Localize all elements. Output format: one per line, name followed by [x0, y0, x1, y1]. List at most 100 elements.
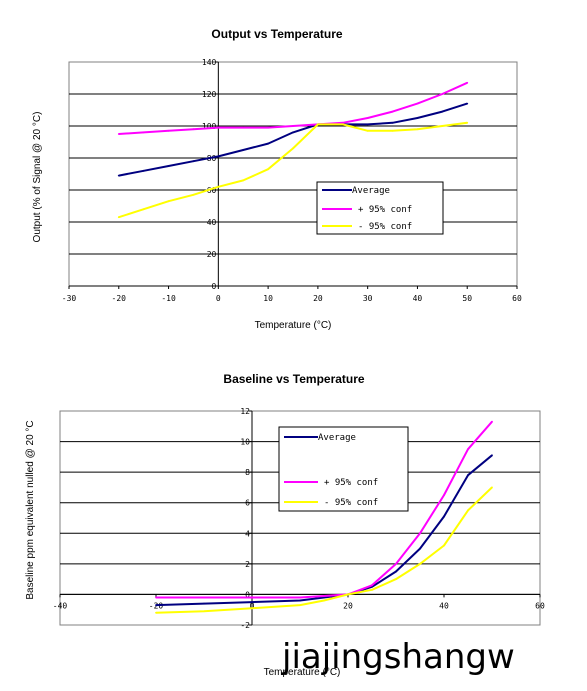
chart2-point-95-conf	[299, 604, 301, 607]
chart1-point-average	[142, 169, 145, 172]
chart-baseline-vs-temperature: Baseline vs Temperature -2024681012-40-2…	[25, 372, 545, 678]
chart2-x-tick-label: 40	[439, 601, 449, 610]
chart2-point-95-conf	[443, 494, 445, 496]
chart2-point-95-conf	[395, 562, 397, 565]
chart1-point-95-conf	[466, 121, 469, 124]
chart-output-vs-temperature: Output vs Temperature 020406080100120140…	[32, 27, 522, 331]
chart1-point-average	[217, 155, 220, 158]
chart2-legend-label-minus: - 95% conf	[324, 498, 378, 508]
chart2-y-tick-label: 6	[245, 499, 250, 508]
chart2-y-tick-label: 0	[245, 590, 250, 599]
chart2-point-average	[323, 596, 325, 599]
chart2-point-95-conf	[155, 596, 157, 599]
chart1-point-95-conf	[117, 216, 120, 219]
chart2-legend-label-average: Average	[318, 433, 356, 443]
chart2-point-95-conf	[299, 596, 301, 599]
chart1-x-tick-label: 0	[216, 294, 221, 303]
chart1-x-tick-label: -10	[161, 294, 176, 303]
chart2-point-95-conf	[203, 610, 205, 613]
chart1-legend-label-average: Average	[352, 186, 390, 196]
chart1-point-average	[167, 165, 170, 167]
chart1-point-95-conf	[192, 128, 195, 131]
chart2-point-95-conf	[419, 562, 421, 565]
chart2-point-95-conf	[467, 448, 469, 451]
chart2-legend-label-plus: + 95% conf	[324, 478, 378, 488]
chart2-point-95-conf	[347, 593, 349, 596]
chart2-y-tick-label: 8	[245, 468, 250, 477]
chart2-point-95-conf	[491, 486, 493, 489]
chart1-axes	[68, 61, 518, 289]
chart1-x-tick-label: -30	[62, 294, 77, 303]
chart2-series	[155, 420, 493, 614]
chart1-y-tick-label: 20	[207, 250, 217, 259]
chart1-y-tick-label: 100	[202, 122, 217, 131]
chart2-x-axis-label: Temperature (°C)	[264, 667, 341, 678]
chart1-x-tick-label: 20	[313, 294, 323, 303]
chart2-y-tick-label: 12	[240, 407, 250, 416]
chart1-point-average	[416, 117, 419, 119]
chart2-point-95-conf	[203, 596, 205, 599]
chart1-point-95-conf	[316, 123, 319, 126]
chart1-x-tick-label: 60	[512, 294, 522, 303]
chart1-point-95-conf	[267, 168, 270, 171]
chart2-point-95-conf	[371, 584, 373, 587]
chart2-x-tick-label: 0	[250, 601, 255, 610]
chart1-point-95-conf	[366, 129, 369, 132]
chart1-y-tick-label: 60	[207, 186, 217, 195]
chart1-point-95-conf	[391, 110, 394, 113]
chart1-point-95-conf	[192, 193, 195, 196]
chart1-point-95-conf	[416, 128, 419, 131]
chart1-x-tick-label: 10	[263, 294, 273, 303]
chart2-title: Baseline vs Temperature	[223, 372, 365, 386]
chart2-point-average	[203, 602, 205, 605]
chart1-point-95-conf	[292, 125, 294, 127]
chart2-point-95-conf	[155, 611, 157, 614]
chart1-point-95-conf	[441, 125, 444, 127]
chart2-series-line-95-conf	[155, 486, 493, 614]
chart2-point-average	[419, 547, 421, 550]
chart1-point-95-conf	[217, 126, 220, 129]
chart2-point-95-conf	[251, 607, 253, 610]
chart1-point-95-conf	[292, 147, 294, 150]
chart1-point-95-conf	[466, 81, 469, 84]
chart1-point-95-conf	[142, 131, 145, 134]
chart1-point-95-conf	[242, 126, 245, 129]
chart2-point-average	[155, 604, 157, 607]
chart1-point-average	[441, 110, 444, 113]
chart2-point-95-conf	[323, 595, 325, 597]
chart1-point-95-conf	[267, 126, 270, 129]
chart1-x-axis-label: Temperature (°C)	[255, 320, 332, 331]
chart1-point-95-conf	[341, 121, 344, 124]
chart1-x-tick-label: 50	[462, 294, 472, 303]
chart2-x-tick-label: 60	[535, 601, 545, 610]
chart1-point-95-conf	[167, 129, 170, 132]
chart1-legend-label-plus: + 95% conf	[358, 205, 412, 215]
chart1-y-axis-label: Output (% of Signal @ 20 °C)	[32, 112, 43, 243]
chart2-point-95-conf	[371, 588, 373, 591]
chart1-legend-label-minus: - 95% conf	[358, 222, 412, 232]
chart1-x-tick-label: 30	[363, 294, 373, 303]
chart2-point-95-conf	[443, 544, 445, 547]
chart2-y-tick-label: -2	[240, 621, 250, 630]
chart2-point-average	[491, 454, 493, 457]
chart1-point-average	[466, 102, 469, 105]
chart1-point-95-conf	[242, 179, 245, 182]
chart2-point-95-conf	[395, 578, 397, 581]
chart2-y-axis-label: Baseline ppm equivalent nulled @ 20 °C	[25, 420, 36, 599]
chart1-x-tick-label: 40	[413, 294, 423, 303]
chart1-point-95-conf	[416, 102, 419, 105]
chart2-legend: Average + 95% conf - 95% conf	[278, 426, 409, 512]
chart2-y-tick-label: 4	[245, 529, 250, 538]
chart2-point-95-conf	[419, 532, 421, 535]
chart2-point-95-conf	[323, 599, 325, 602]
chart1-point-95-conf	[142, 208, 145, 211]
chart1-point-average	[117, 174, 120, 177]
chart2-point-average	[251, 601, 253, 603]
chart2-point-average	[443, 515, 445, 518]
chart2-x-tick-label: -40	[53, 601, 68, 610]
chart2-y-tick-label: 10	[240, 438, 250, 447]
chart1-point-95-conf	[391, 129, 394, 132]
chart1-x-tick-label: -20	[112, 294, 127, 303]
